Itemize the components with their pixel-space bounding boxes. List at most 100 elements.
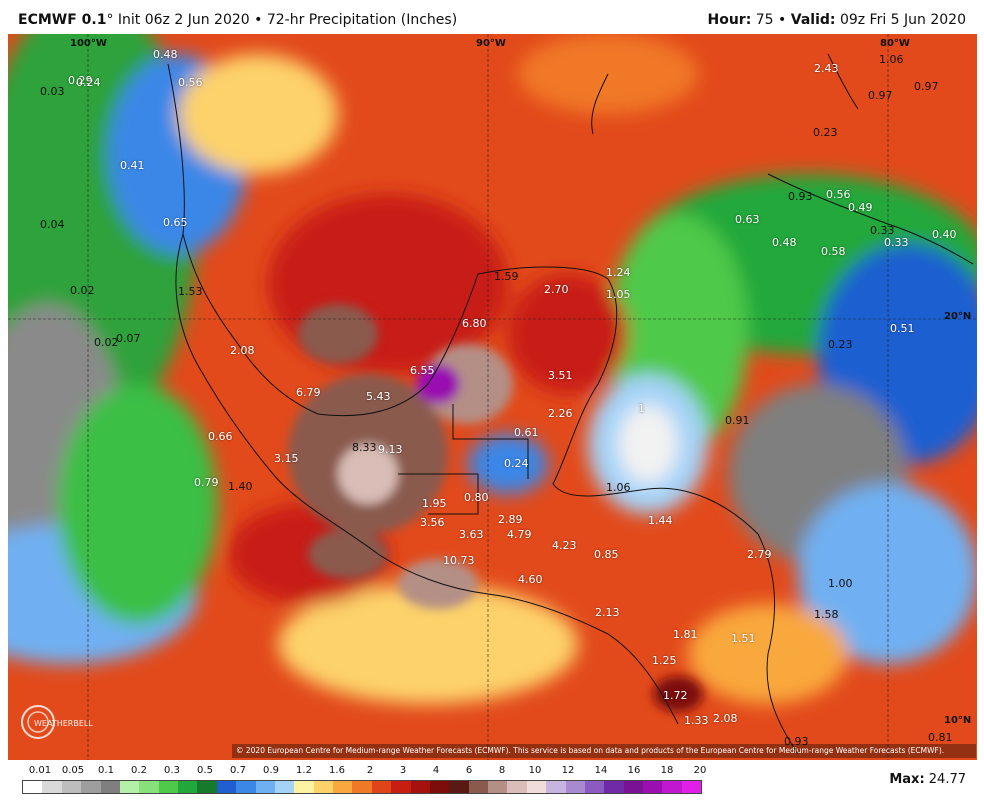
value-label: 0.58 <box>821 245 846 258</box>
legend-tick-label: 10 <box>528 765 542 776</box>
value-label: 1.51 <box>731 632 756 645</box>
lat-10n-label: 10°N <box>944 715 972 726</box>
legend-swatch <box>449 781 469 793</box>
max-value: Max: 24.77 <box>889 772 966 787</box>
value-label: 4.79 <box>507 528 532 541</box>
legend-tick-label: 0.9 <box>263 765 279 776</box>
legend-swatch <box>158 781 178 793</box>
value-label: 0.02 <box>70 284 95 297</box>
legend-tick-label: 16 <box>627 765 641 776</box>
value-label: 8.33 <box>352 441 377 454</box>
legend-swatch <box>410 781 430 793</box>
legend-swatch <box>197 781 217 793</box>
value-label: 0.56 <box>178 76 203 89</box>
legend-tick-label: 1.2 <box>296 765 312 776</box>
model-name: ECMWF 0.1 <box>18 12 107 28</box>
chart-title: ECMWF 0.1° Init 06z 2 Jun 2020 • 72-hr P… <box>18 12 457 28</box>
value-label: 0.51 <box>890 322 915 335</box>
value-label: 0.61 <box>514 426 539 439</box>
value-label: 0.33 <box>884 236 909 249</box>
degree-symbol: ° <box>106 12 114 28</box>
precip-shading <box>8 34 977 704</box>
value-label: 1.06 <box>879 53 904 66</box>
value-label: 6.55 <box>410 364 435 377</box>
value-label: 3.15 <box>274 452 299 465</box>
value-label: 0.91 <box>725 414 750 427</box>
value-label: 2.89 <box>498 513 523 526</box>
legend-tick-label: 14 <box>594 765 608 776</box>
value-label: 0.93 <box>784 735 809 748</box>
value-label: 1.59 <box>494 270 519 283</box>
legend-swatch <box>681 781 702 793</box>
legend-swatch <box>643 781 663 793</box>
legend-swatch <box>507 781 527 793</box>
value-label: 0.79 <box>194 476 219 489</box>
legend-swatch <box>526 781 547 793</box>
legend-swatch <box>81 781 101 793</box>
legend-tick-label: 0.01 <box>28 765 52 776</box>
value-label: 0.56 <box>826 188 851 201</box>
legend-swatch <box>623 781 643 793</box>
value-label: 0.93 <box>788 190 813 203</box>
legend-tick-label: 0.5 <box>197 765 213 776</box>
legend-tick-label: 0.05 <box>61 765 85 776</box>
legend-swatch <box>468 781 488 793</box>
value-label: 0.23 <box>828 338 853 351</box>
value-label: 0.97 <box>914 80 939 93</box>
value-label: 1.58 <box>814 608 839 621</box>
value-label: 0.48 <box>153 48 178 61</box>
value-label: 9.13 <box>378 443 403 456</box>
value-label: 2.08 <box>230 344 255 357</box>
legend-tick-label: 1.6 <box>329 765 345 776</box>
value-label: 0.23 <box>813 126 838 139</box>
legend-swatch <box>546 781 566 793</box>
valid-bullet: • <box>778 12 787 28</box>
value-label: 0.04 <box>40 218 65 231</box>
legend-swatch <box>565 781 585 793</box>
legend-swatch <box>23 781 43 793</box>
color-legend: 0.01 0.05 0.1 0.2 0.3 0.5 0.7 0.9 1.2 1.6 2 3 4 6 8 10 1… <box>22 764 706 804</box>
value-label: 10.73 <box>443 554 475 567</box>
value-label: 3.51 <box>548 369 573 382</box>
value-label: 5.43 <box>366 390 391 403</box>
value-label: 0.33 <box>870 224 895 237</box>
legend-tick-label: 3 <box>399 765 407 776</box>
value-label: 3.56 <box>420 516 445 529</box>
value-label: 0.02 <box>94 336 119 349</box>
legend-tick-label: 12 <box>561 765 575 776</box>
value-label: 0.24 <box>76 76 101 89</box>
legend-swatch <box>584 781 605 793</box>
hour-label: Hour: <box>707 12 752 28</box>
coastlines-and-borders <box>167 53 974 755</box>
legend-tick-label: 20 <box>693 765 707 776</box>
value-label: 4.60 <box>518 573 543 586</box>
lon-80w-label: 80°W <box>880 38 910 49</box>
value-label: 2.08 <box>713 712 738 725</box>
legend-tick-label: 18 <box>660 765 674 776</box>
value-label: 1.06 <box>606 481 631 494</box>
value-label: 0.97 <box>868 89 893 102</box>
value-label: 2.26 <box>548 407 573 420</box>
value-label: 1.72 <box>663 689 688 702</box>
value-label: 2.79 <box>747 548 772 561</box>
valid-value: 09z Fri 5 Jun 2020 <box>839 12 966 28</box>
lat-20n-label: 20°N <box>944 311 972 322</box>
value-label: 0.80 <box>464 491 489 504</box>
logo-text: WEATHERBELL <box>34 719 93 728</box>
legend-swatch <box>178 781 198 793</box>
value-label: 1.40 <box>228 480 253 493</box>
legend-swatch <box>255 781 275 793</box>
legend-swatch <box>274 781 295 793</box>
legend-tick-label: 6 <box>465 765 473 776</box>
legend-swatch <box>604 781 624 793</box>
legend-tick-label: 0.7 <box>230 765 246 776</box>
legend-swatch <box>42 781 62 793</box>
value-label: 0.41 <box>120 159 145 172</box>
value-label: 6.79 <box>296 386 321 399</box>
grid-lines <box>8 34 977 760</box>
value-label: 0.49 <box>848 201 873 214</box>
value-label: 2.70 <box>544 283 569 296</box>
value-label: 1.00 <box>828 577 853 590</box>
value-label: 0.81 <box>928 731 953 744</box>
value-label: 1.33 <box>684 714 709 727</box>
